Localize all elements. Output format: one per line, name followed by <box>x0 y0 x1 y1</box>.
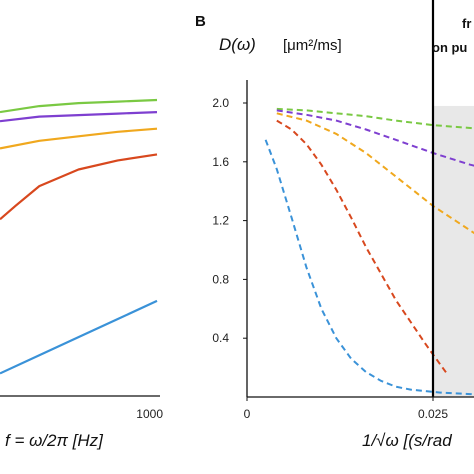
panel-b-series-line-red <box>276 119 449 376</box>
panel-b-title: D(ω) <box>219 35 256 54</box>
panel-b: B D(ω) [μm²/ms] fr on pu 0.4 0.8 1.2 1.6 2.0… <box>195 0 474 450</box>
panel-b-x-tick-label: 0 <box>244 407 251 421</box>
panel-b-letter: B <box>195 13 206 30</box>
panel-a: 1000 f = ω/2π [Hz] <box>0 98 163 450</box>
panel-b-annotation-line2: on pu <box>432 40 467 55</box>
panel-a-series <box>0 98 158 375</box>
panel-a-x-tick-label: 1000 <box>136 407 163 421</box>
panel-a-series-line-blue <box>0 299 158 375</box>
panel-b-y-tick-label: 0.8 <box>212 272 229 286</box>
panel-b-y-tick-label: 1.6 <box>212 155 229 169</box>
panel-b-shaded-region <box>433 105 474 397</box>
panel-b-y-tick-label: 1.2 <box>212 214 229 228</box>
panel-b-series-line-purple <box>276 109 474 167</box>
panel-a-series-line-purple <box>0 111 158 123</box>
panel-b-x-axis-label: 1/√ω [(s/rad <box>362 431 452 450</box>
panel-a-x-axis-label: f = ω/2π [Hz] <box>5 431 104 450</box>
panel-b-annotation-line1: fr <box>462 16 471 31</box>
panel-b-x-ticks: 0 0.025 <box>244 397 448 421</box>
panel-b-y-tick-label: 2.0 <box>212 96 229 110</box>
panel-a-series-line-green <box>0 98 158 114</box>
panel-b-title-unit: [μm²/ms] <box>283 37 342 54</box>
panel-b-x-tick-label: 0.025 <box>418 407 448 421</box>
panel-b-series-line-blue <box>264 139 474 396</box>
panel-a-series-line-orange <box>0 127 158 150</box>
panel-b-y-ticks: 0.4 0.8 1.2 1.6 2.0 <box>212 96 247 345</box>
panel-a-series-line-red <box>0 153 158 221</box>
panel-b-y-tick-label: 0.4 <box>212 331 229 345</box>
